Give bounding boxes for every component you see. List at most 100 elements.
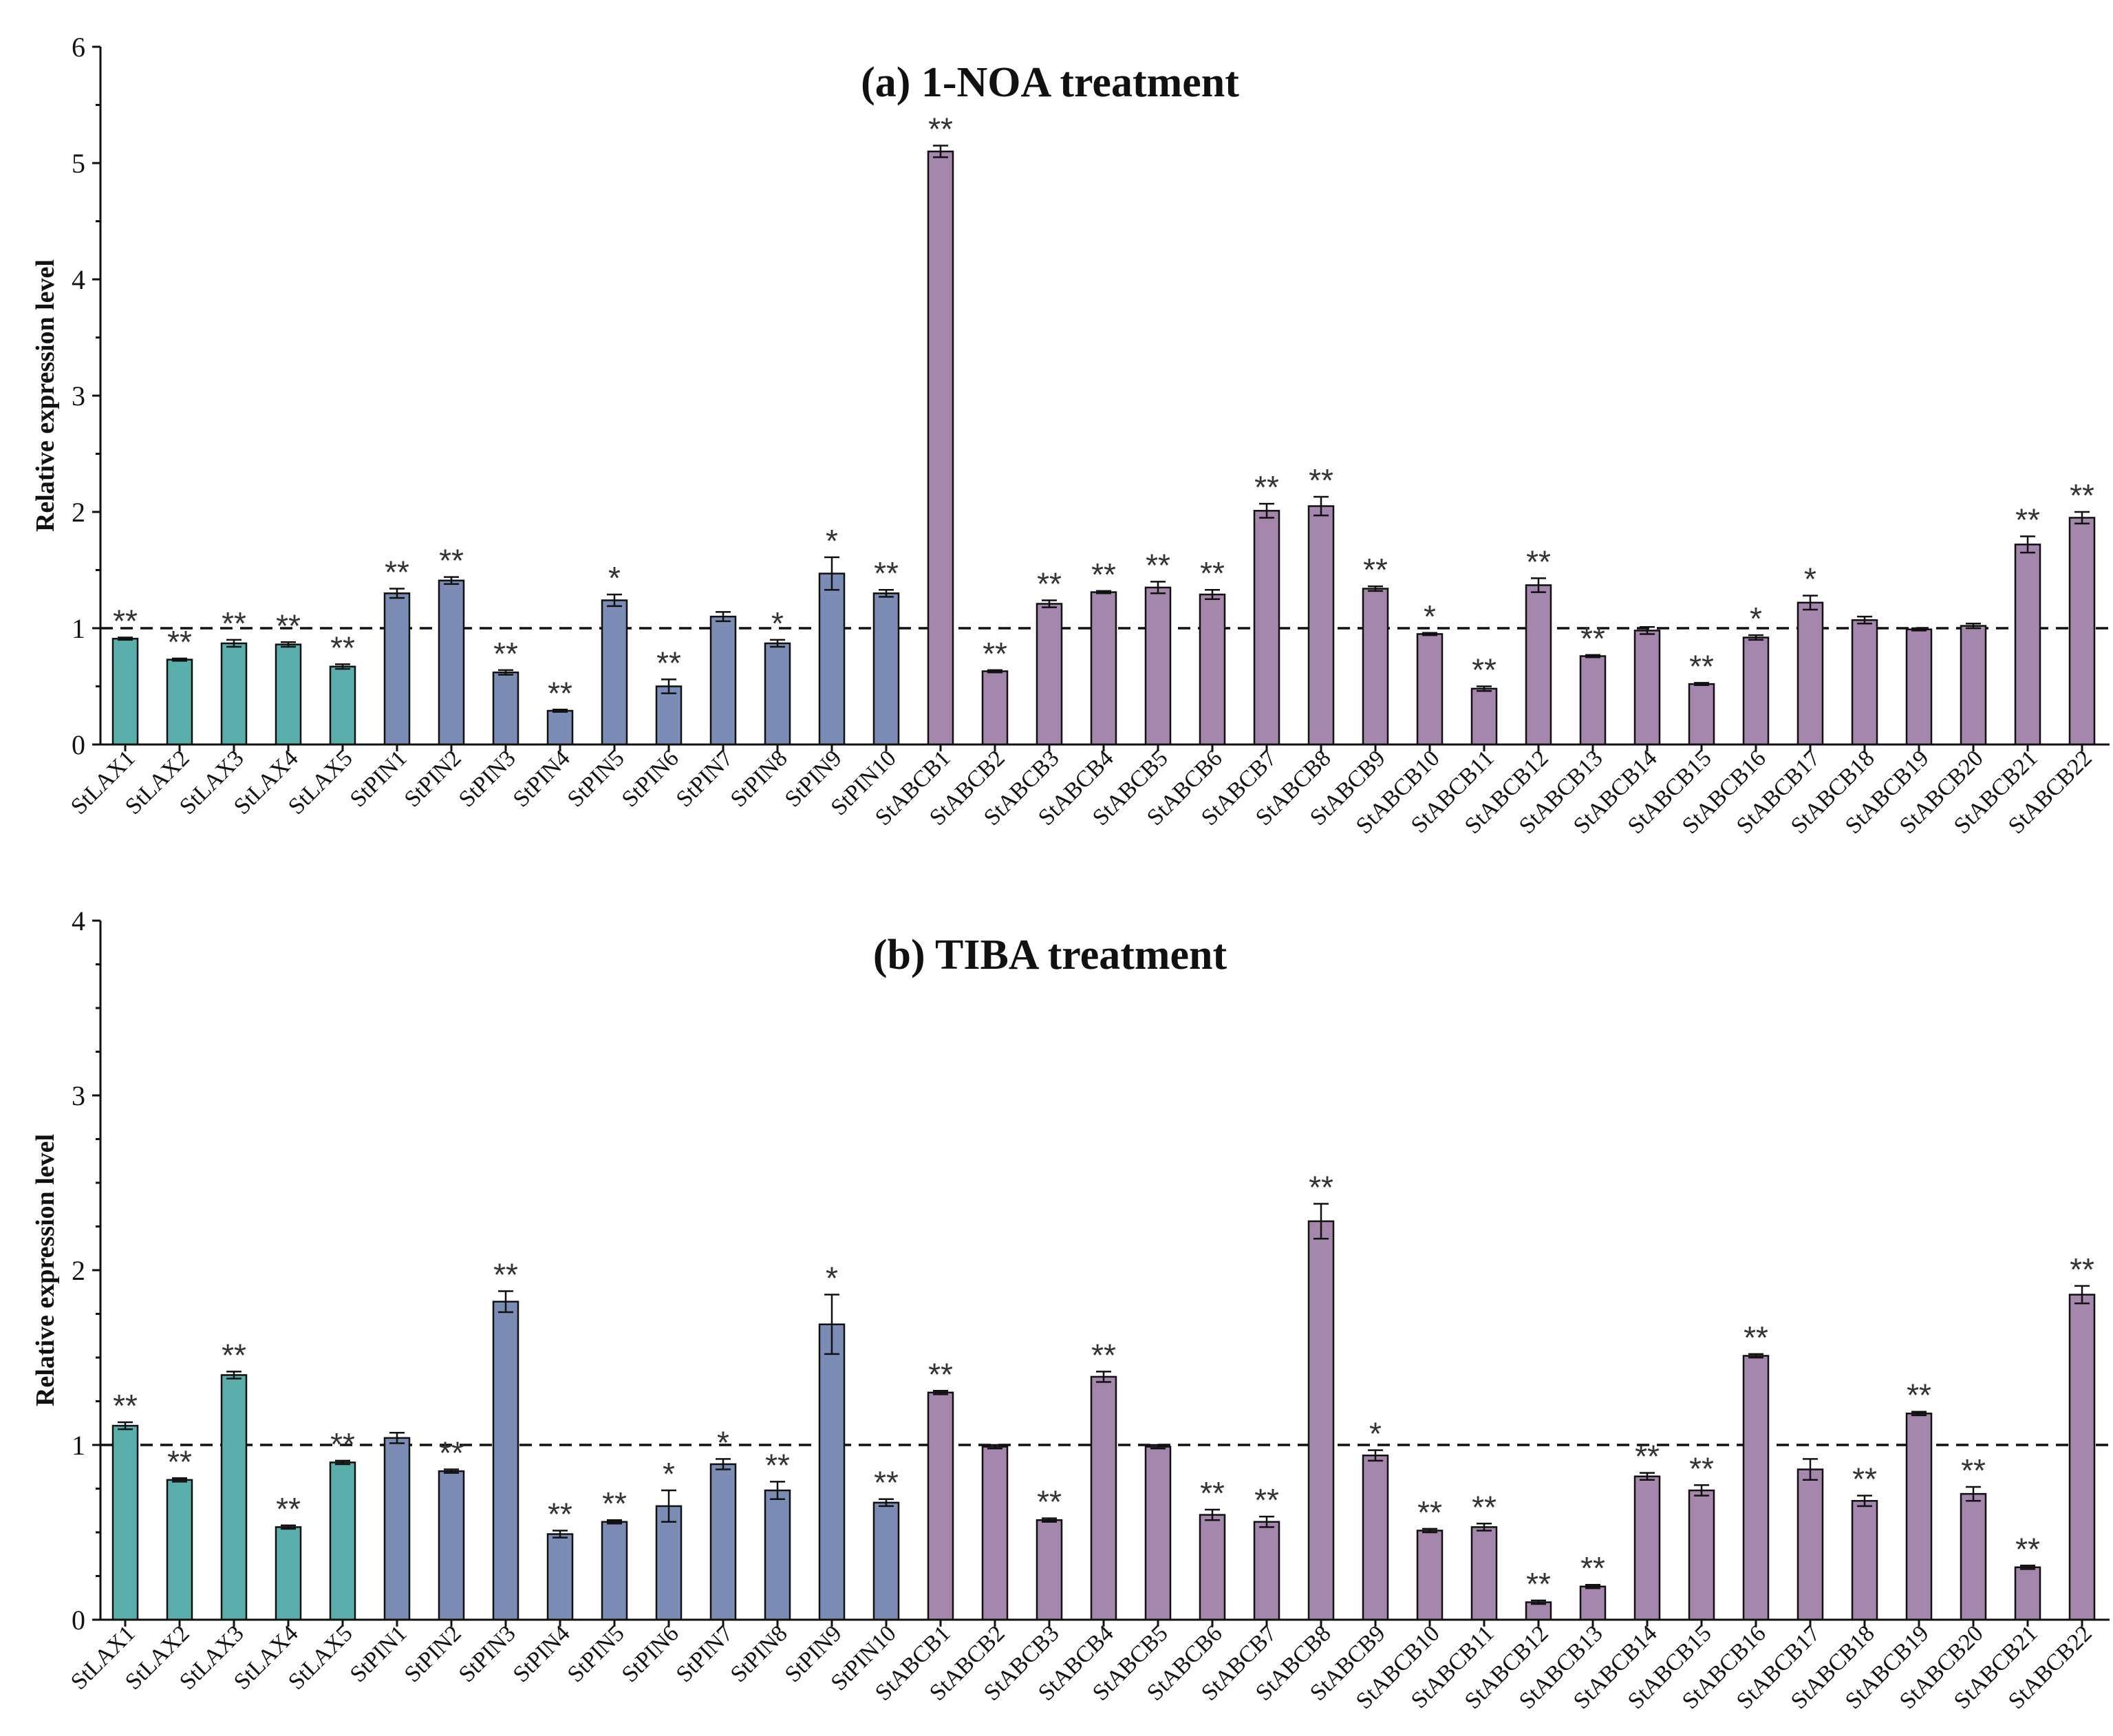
panel-b-errorbar-StABCB7 [1259, 1515, 1274, 1528]
panel-b-bar-StABCB9 [1362, 1454, 1389, 1621]
panel-b-significance-StABCB7: ** [1254, 1482, 1279, 1518]
panel-b-bar-StABCB21 [2014, 1566, 2041, 1621]
panel-a-errorbar-StABCB7 [1259, 502, 1274, 519]
panel-b-errorbar-StABCB15 [1694, 1484, 1709, 1497]
panel-b-bar-StABCB11 [1470, 1526, 1498, 1621]
panel-b-errorbar-StABCB14 [1640, 1472, 1655, 1481]
panel-b-significance-StABCB14: ** [1635, 1439, 1660, 1475]
panel-b-bar-StPIN9 [818, 1323, 846, 1621]
panel-a-bar-StABCB2 [981, 670, 1009, 746]
panel-a-significance-StABCB3: ** [1037, 566, 1062, 601]
panel-a-bar-StABCB10 [1416, 633, 1444, 746]
panel-b-significance-StABCB21: ** [2015, 1531, 2040, 1567]
panel-a-significance-StABCB8: ** [1309, 462, 1333, 498]
panel-b-bar-StABCB20 [1960, 1492, 1987, 1621]
panel-a-significance-StABCB12: ** [1526, 544, 1551, 579]
panel-a-errorbar-StABCB1 [933, 144, 948, 158]
panel-b-significance-StPIN5: ** [602, 1486, 627, 1521]
panel-a-errorbar-StABCB6 [1205, 588, 1220, 600]
panel-b-errorbar-StPIN3 [498, 1290, 513, 1314]
panel-a-bar-StPIN6 [655, 685, 683, 746]
panel-a-significance-StABCB10: * [1424, 599, 1436, 634]
panel-b-chart: (b) TIBA treatment Relative expression le… [31, 905, 2113, 1714]
panel-a-bar-StABCB17 [1796, 601, 1824, 746]
panel-b-bar-StABCB2 [981, 1446, 1009, 1621]
panel-a-bar-StLAX5 [329, 665, 356, 746]
panel-b-bar-StABCB13 [1579, 1585, 1607, 1621]
panel-b-bar-StPIN3 [492, 1300, 519, 1621]
panel-a-significance-StPIN9: * [826, 523, 838, 559]
panel-a-bar-StABCB16 [1742, 636, 1770, 746]
panel-a-bar-StABCB5 [1144, 586, 1172, 746]
panel-b-bar-StLAX1 [111, 1424, 139, 1621]
panel-a-bar-StABCB4 [1090, 591, 1117, 746]
panel-b-errorbar-StABCB11 [1477, 1523, 1492, 1532]
panel-a-bar-StABCB6 [1199, 593, 1226, 746]
panel-b-errorbar-StPIN9 [824, 1294, 839, 1355]
panel-b-ytick-label: 0 [72, 1605, 85, 1636]
panel-a-errorbar-StABCB16 [1748, 634, 1763, 641]
panel-a-errorbar-StLAX5 [335, 663, 350, 670]
panel-b-errorbar-StABCB20 [1966, 1486, 1981, 1502]
panel-a-errorbar-StPIN9 [824, 556, 839, 591]
panel-b-bar-StABCB14 [1633, 1475, 1661, 1621]
panel-a-xtick-StPIN7: StPIN7 [672, 745, 738, 812]
panel-b-errorbar-StABCB4 [1096, 1371, 1111, 1383]
panel-a-bar-StABCB22 [2068, 517, 2096, 746]
panel-b-errorbar-StLAX4 [281, 1524, 296, 1530]
panel-a-bar-StLAX3 [220, 642, 248, 746]
panel-b-bar-StABCB3 [1036, 1519, 1063, 1621]
panel-a-chart: (a) 1-NOA treatment Relative expression l… [31, 32, 2113, 839]
panel-a-errorbar-StABCB19 [1911, 627, 1927, 632]
panel-a-significance-StABCB9: ** [1363, 552, 1388, 588]
panel-b-errorbar-StABCB1 [933, 1390, 948, 1395]
panel-b-errorbar-StABCB6 [1205, 1508, 1220, 1521]
panel-a-bar-StPIN4 [546, 709, 574, 746]
panel-b-ytick-label: 4 [72, 905, 85, 936]
panel-b-bar-StABCB10 [1416, 1530, 1444, 1621]
panel-b-errorbar-StABCB18 [1857, 1494, 1872, 1508]
panel-a-errorbar-StPIN1 [389, 588, 405, 599]
panel-a-ytick-label: 6 [72, 32, 85, 63]
panel-b-significance-StABCB6: ** [1200, 1475, 1225, 1511]
panel-a-xtick-StPIN3: StPIN3 [454, 745, 521, 812]
panel-a-bar-StABCB20 [1960, 625, 1987, 746]
panel-a-errorbar-StLAX3 [226, 639, 242, 648]
panel-a-xtick-StPIN2: StPIN2 [400, 745, 466, 812]
panel-b-bar-StABCB17 [1796, 1468, 1824, 1621]
panel-a-errorbar-StABCB9 [1368, 585, 1383, 592]
panel-a-errorbar-StABCB3 [1042, 599, 1057, 608]
panel-a-significance-StPIN5: * [608, 560, 621, 596]
panel-a-bar-StABCB12 [1525, 584, 1552, 746]
panel-a-errorbar-StABCB5 [1150, 581, 1166, 594]
panel-b-bar-StABCB8 [1307, 1220, 1335, 1621]
panel-b-bar-StABCB7 [1253, 1521, 1280, 1621]
panel-a-significance-StLAX1: ** [113, 603, 138, 639]
panel-b-significance-StPIN9: * [826, 1261, 838, 1296]
panel-b-bar-StABCB4 [1090, 1375, 1117, 1621]
panel-b-significance-StABCB20: ** [1961, 1453, 1986, 1488]
panel-b-errorbar-StPIN8 [770, 1481, 785, 1500]
panel-a-errorbar-StPIN8 [770, 639, 785, 648]
panel-b-xtick-StPIN8: StPIN8 [726, 1620, 793, 1687]
panel-b-ytick-label: 2 [72, 1255, 85, 1286]
panel-b-errorbar-StABCB19 [1911, 1411, 1927, 1417]
panel-a-errorbar-StABCB17 [1803, 594, 1818, 611]
panel-b-errorbar-StLAX1 [118, 1421, 133, 1430]
panel-a-errorbar-StABCB22 [2074, 511, 2090, 525]
panel-b-significance-StPIN8: ** [765, 1447, 790, 1483]
panel-b-errorbar-StABCB8 [1313, 1203, 1329, 1240]
panel-b-significance-StPIN2: ** [439, 1435, 464, 1471]
panel-a-bar-StABCB13 [1579, 655, 1607, 746]
panel-b-ylabel: Relative expression level [31, 1134, 60, 1406]
panel-a-ytick-label: 3 [72, 381, 85, 411]
panel-b-xtick-StPIN6: StPIN6 [617, 1620, 684, 1687]
panel-a-bar-StABCB8 [1307, 505, 1335, 746]
panel-b-errorbar-StLAX5 [335, 1459, 350, 1466]
panel-a-significance-StPIN1: ** [385, 555, 409, 590]
panel-b-xtick-StPIN4: StPIN4 [508, 1620, 575, 1687]
panel-b-bar-StPIN4 [546, 1533, 574, 1621]
panel-a-errorbar-StABCB20 [1966, 622, 1981, 630]
panel-a-ylabel: Relative expression level [31, 259, 60, 532]
